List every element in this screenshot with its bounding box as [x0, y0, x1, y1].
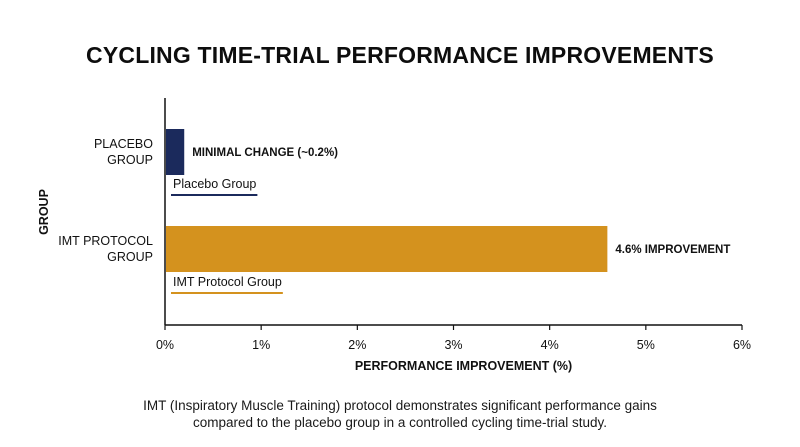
x-tick-label: 2%: [348, 338, 366, 352]
chart-title: CYCLING TIME-TRIAL PERFORMANCE IMPROVEME…: [86, 42, 714, 68]
group-legend-label: Placebo Group: [173, 177, 256, 191]
x-tick-label: 3%: [444, 338, 462, 352]
x-axis-label: PERFORMANCE IMPROVEMENT (%): [355, 359, 572, 373]
bar-annotation: 4.6% IMPROVEMENT: [615, 244, 730, 256]
x-tick-label: 1%: [252, 338, 270, 352]
category-label-line-1: PLACEBO: [94, 137, 153, 151]
group-legend-label: IMT Protocol Group: [173, 275, 282, 289]
chart-caption: IMT (Inspiratory Muscle Training) protoc…: [120, 397, 680, 431]
category-label-line-1: IMT PROTOCOL: [58, 234, 153, 248]
caption-line-2: compared to the placebo group in a contr…: [193, 415, 607, 430]
caption-line-1: IMT (Inspiratory Muscle Training) protoc…: [143, 398, 657, 413]
bar: [166, 129, 185, 175]
bar-annotation: MINIMAL CHANGE (~0.2%): [192, 147, 338, 159]
category-label-line-2: GROUP: [107, 250, 153, 264]
bar: [166, 226, 608, 272]
x-tick-label: 0%: [156, 338, 174, 352]
category-label-line-2: GROUP: [107, 153, 153, 167]
x-tick-label: 6%: [733, 338, 751, 352]
x-tick-label: 5%: [637, 338, 655, 352]
y-axis-label: GROUP: [37, 189, 51, 235]
x-tick-label: 4%: [541, 338, 559, 352]
